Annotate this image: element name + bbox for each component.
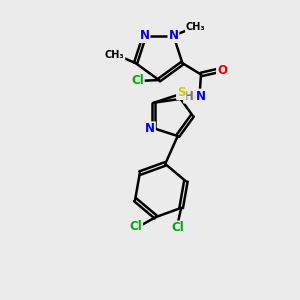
- Text: CH₃: CH₃: [186, 22, 206, 32]
- Text: CH₃: CH₃: [105, 50, 124, 60]
- Text: N: N: [169, 29, 178, 42]
- Text: Cl: Cl: [172, 221, 184, 235]
- Text: H: H: [184, 90, 194, 103]
- Text: S: S: [177, 86, 185, 99]
- Text: N: N: [145, 122, 155, 135]
- Text: O: O: [217, 64, 227, 77]
- Text: N: N: [196, 90, 206, 103]
- Text: Cl: Cl: [131, 74, 144, 87]
- Text: N: N: [140, 29, 149, 42]
- Text: Cl: Cl: [129, 220, 142, 233]
